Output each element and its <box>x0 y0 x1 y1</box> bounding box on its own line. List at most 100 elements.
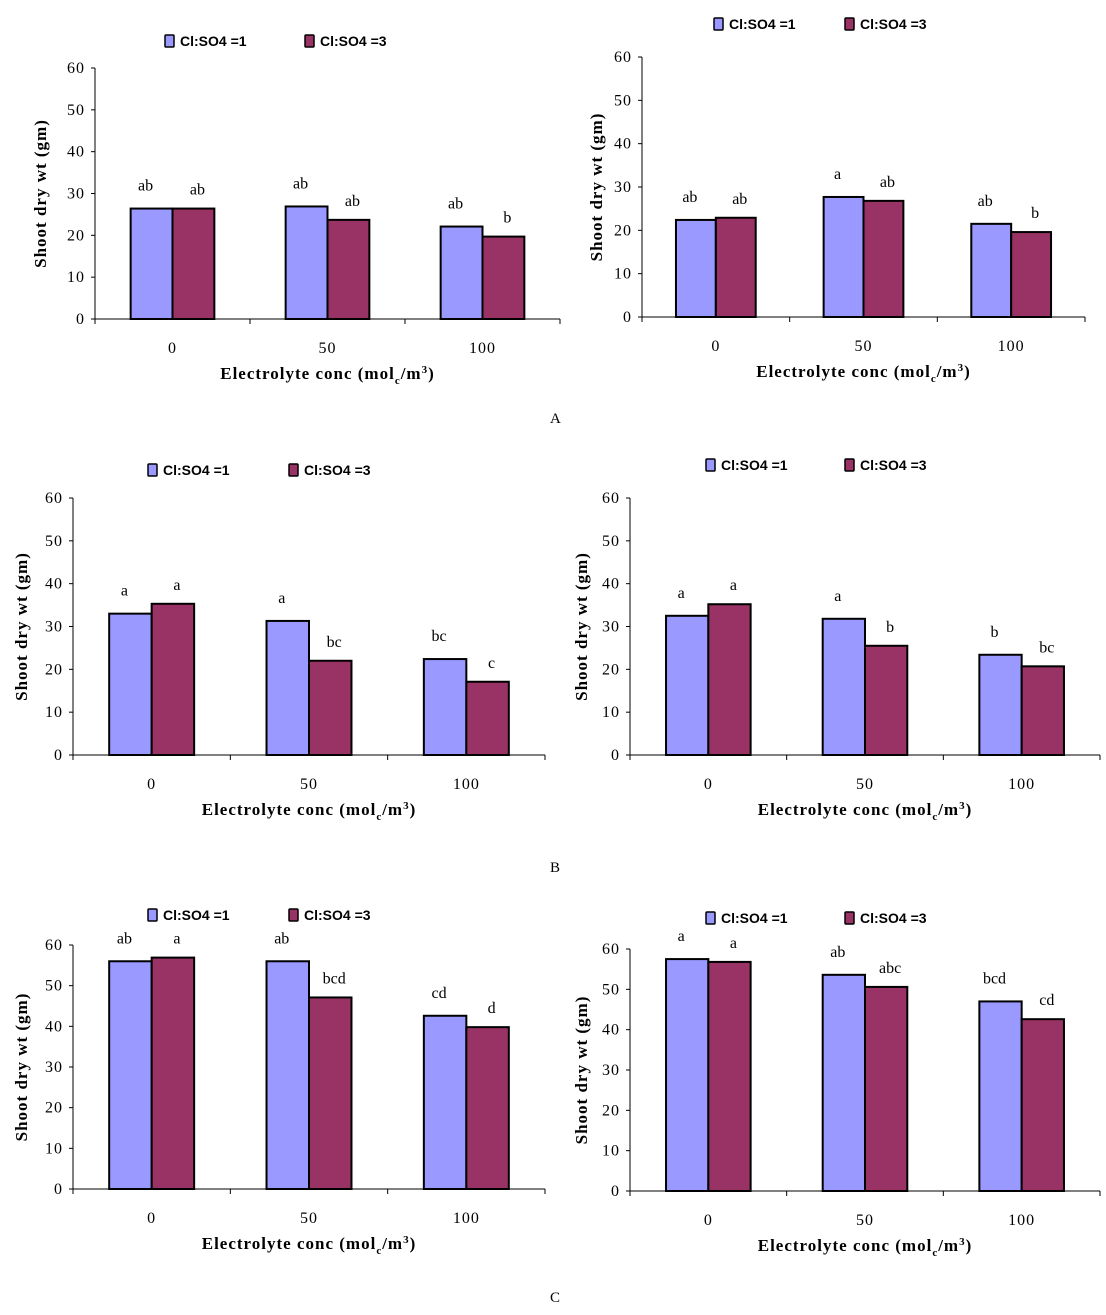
x-tick-label: 0 <box>704 1212 713 1229</box>
bar-cl-so4-3 <box>171 207 216 320</box>
y-tick-label: 0 <box>76 311 85 328</box>
legend-swatch-cl-so4-3 <box>288 908 299 922</box>
x-axis-title: Electrolyte conc (molc/m3) <box>756 362 971 385</box>
y-tick-label: 20 <box>602 1102 620 1119</box>
y-tick-label: 10 <box>45 1140 63 1157</box>
bar-cl-so4-3 <box>150 602 196 756</box>
legend-label: Cl:SO4 =3 <box>860 910 927 926</box>
significance-label: bc <box>432 628 447 645</box>
y-tick-label: 50 <box>45 533 63 550</box>
legend-label: Cl:SO4 =3 <box>304 462 371 478</box>
y-tick-label: 60 <box>45 937 63 954</box>
significance-label: a <box>678 585 685 602</box>
bar-cl-so4-1 <box>284 205 329 321</box>
bar-cl-so4-1 <box>978 1000 1023 1193</box>
y-tick-label: 0 <box>611 747 620 764</box>
y-tick-label: 40 <box>67 144 85 161</box>
panel-label-c: C <box>550 1290 561 1306</box>
y-tick-label: 40 <box>614 136 632 153</box>
legend-label: Cl:SO4 =3 <box>860 457 927 473</box>
chart-b-left: 0 10 20 30 40 50 60 0 a a 50 a bc 100 bc c Shoot dry wt … <box>12 462 546 823</box>
bar-cl-so4-3 <box>481 235 526 320</box>
y-tick-label: 10 <box>67 269 85 286</box>
bar-cl-so4-1 <box>970 222 1013 318</box>
y-axis-title: Shoot dry wt (gm) <box>572 996 591 1145</box>
x-axis-title: Electrolyte conc (molc/m3) <box>220 364 435 387</box>
y-tick-label: 40 <box>602 1022 620 1039</box>
significance-label: c <box>488 655 495 672</box>
significance-label: b <box>886 619 894 636</box>
significance-label: a <box>834 166 841 183</box>
chart-a-left: 0 10 20 30 40 50 60 0 ab ab 50 ab ab 100 ab b Shoot dry … <box>31 33 561 387</box>
y-tick-label: 40 <box>45 1018 63 1035</box>
y-tick-label: 40 <box>45 576 63 593</box>
y-tick-label: 30 <box>614 179 632 196</box>
chart-c-left: 0 10 20 30 40 50 60 0 ab a 50 ab bcd 100 cd d Shoot dry … <box>12 907 546 1257</box>
y-tick-label: 30 <box>602 619 620 636</box>
legend-swatch-cl-so4-3 <box>844 911 855 925</box>
y-tick-label: 0 <box>623 309 632 326</box>
x-axis-title: Electrolyte conc (molc/m3) <box>202 1234 417 1257</box>
significance-label: ab <box>880 174 895 191</box>
bar-cl-so4-3 <box>707 960 752 1193</box>
y-tick-label: 30 <box>45 619 63 636</box>
chart-b-right: 0 10 20 30 40 50 60 0 a a 50 a b 100 b bc Shoot dry wt (… <box>572 457 1101 823</box>
y-tick-label: 0 <box>611 1183 620 1200</box>
significance-label: cd <box>1039 992 1054 1009</box>
legend-swatch-cl-so4-1 <box>705 911 716 925</box>
x-tick-label: 100 <box>998 338 1025 355</box>
legend-swatch-cl-so4-3 <box>304 34 315 48</box>
x-tick-label: 50 <box>855 338 873 355</box>
significance-label: a <box>121 583 128 600</box>
y-tick-label: 0 <box>54 747 63 764</box>
y-tick-label: 60 <box>602 941 620 958</box>
x-tick-label: 50 <box>856 1212 874 1229</box>
y-tick-label: 30 <box>45 1059 63 1076</box>
significance-label: b <box>991 624 999 641</box>
y-tick-label: 60 <box>45 490 63 507</box>
x-tick-label: 0 <box>147 1210 156 1227</box>
bar-cl-so4-3 <box>862 199 905 318</box>
legend-swatch-cl-so4-3 <box>844 458 855 472</box>
bar-cl-so4-3 <box>707 603 752 757</box>
x-axis-title: Electrolyte conc (molc/m3) <box>758 1236 973 1259</box>
bar-cl-so4-3 <box>864 644 909 757</box>
y-tick-label: 10 <box>614 266 632 283</box>
y-tick-label: 0 <box>54 1181 63 1198</box>
x-tick-label: 0 <box>168 340 177 357</box>
bar-cl-so4-1 <box>665 614 710 757</box>
significance-label: d <box>488 1000 496 1017</box>
y-tick-label: 50 <box>67 102 85 119</box>
significance-label: abc <box>879 960 901 977</box>
significance-label: ab <box>117 930 132 947</box>
legend-swatch-cl-so4-1 <box>705 458 716 472</box>
bar-cl-so4-3 <box>1010 231 1053 318</box>
bar-cl-so4-3 <box>308 996 353 1191</box>
significance-label: ab <box>830 944 845 961</box>
x-tick-label: 0 <box>711 338 720 355</box>
chart-c-right: 0 10 20 30 40 50 60 0 a a 50 ab abc 100 bcd cd Shoot dry… <box>572 910 1101 1259</box>
x-tick-label: 0 <box>704 776 713 793</box>
legend-label: Cl:SO4 =1 <box>721 910 788 926</box>
significance-label: a <box>730 935 737 952</box>
bar-cl-so4-3 <box>714 216 757 318</box>
y-tick-label: 50 <box>602 533 620 550</box>
bar-cl-so4-3 <box>864 985 909 1192</box>
y-tick-label: 60 <box>67 60 85 77</box>
x-axis-title: Electrolyte conc (molc/m3) <box>202 800 417 823</box>
bar-cl-so4-1 <box>265 960 310 1190</box>
bar-cl-so4-3 <box>150 956 196 1191</box>
bar-cl-so4-1 <box>821 617 867 756</box>
y-tick-label: 20 <box>67 227 85 244</box>
significance-label: bc <box>327 634 342 651</box>
significance-label: ab <box>978 193 993 210</box>
legend-label: Cl:SO4 =3 <box>320 33 387 49</box>
bar-cl-so4-1 <box>108 960 153 1190</box>
y-tick-label: 30 <box>67 186 85 203</box>
y-axis-title: Shoot dry wt (gm) <box>31 119 50 268</box>
x-tick-label: 100 <box>1008 776 1035 793</box>
significance-label: bc <box>1039 639 1054 656</box>
bar-cl-so4-1 <box>265 619 310 756</box>
significance-label: ab <box>274 930 289 947</box>
